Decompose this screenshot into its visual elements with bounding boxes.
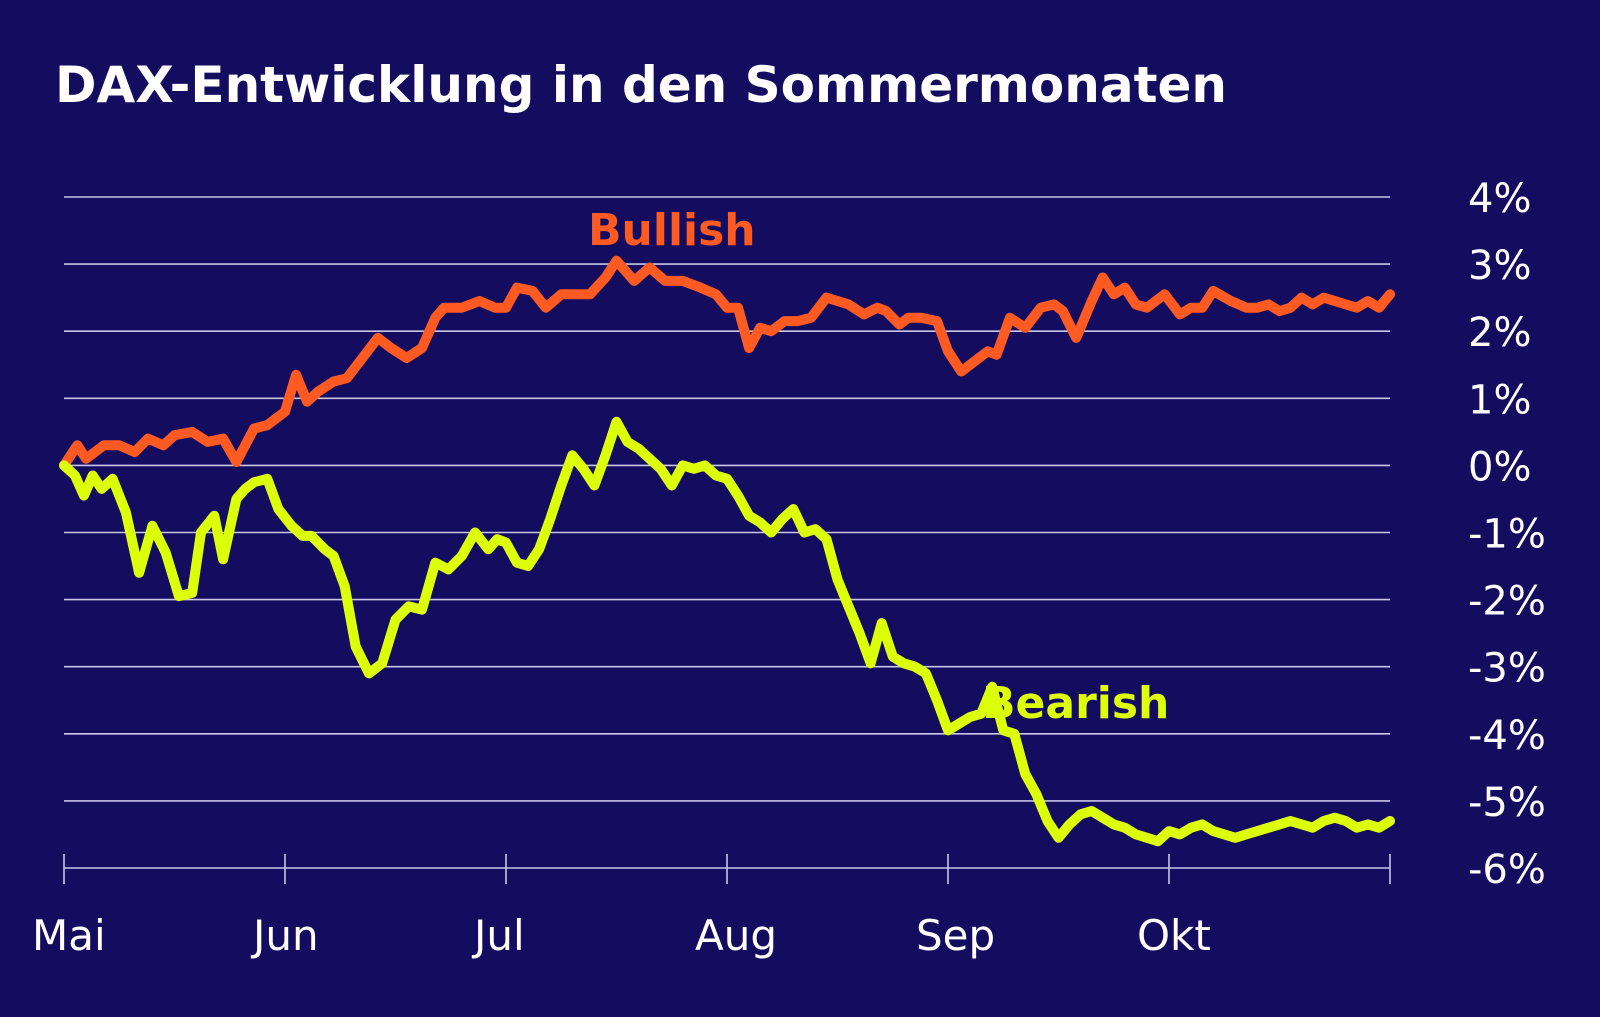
grid-lines [64,196,1390,869]
y-tick-label: -6% [1468,847,1546,893]
x-tick-label: Aug [695,911,777,960]
y-tick-label: 0% [1468,444,1531,490]
y-tick-label: 3% [1468,243,1531,289]
series-line-bullish [59,255,1395,471]
x-tick-label: Okt [1137,911,1211,960]
y-tick-label: 4% [1468,176,1531,222]
x-axis: Mai Jun Jul Aug Sep Okt [32,854,1391,960]
x-tick-label: Sep [916,911,995,960]
series-lines [59,255,1395,847]
y-tick-label: -2% [1468,579,1546,625]
series-label-bullish: Bullish [588,205,756,256]
y-tick-label: -1% [1468,512,1546,558]
y-tick-label: -3% [1468,646,1546,692]
x-tick-label: Jul [471,911,525,960]
y-tick-label: 2% [1468,310,1531,356]
series-line-bearish [59,416,1395,847]
x-tick-label: Jun [250,911,319,960]
y-tick-label: -5% [1468,780,1546,826]
y-tick-label: -4% [1468,713,1546,759]
series-label-bearish: Bearish [982,678,1169,729]
y-tick-label: 1% [1468,377,1531,423]
series-labels: Bullish Bearish [588,205,1169,729]
x-tick-label: Mai [32,911,106,960]
y-axis-tick-labels: 4% 3% 2% 1% 0% -1% -2% -3% -4% -5% -6% [1468,176,1546,893]
chart-title: DAX-Entwicklung in den Sommermonaten [55,56,1227,114]
